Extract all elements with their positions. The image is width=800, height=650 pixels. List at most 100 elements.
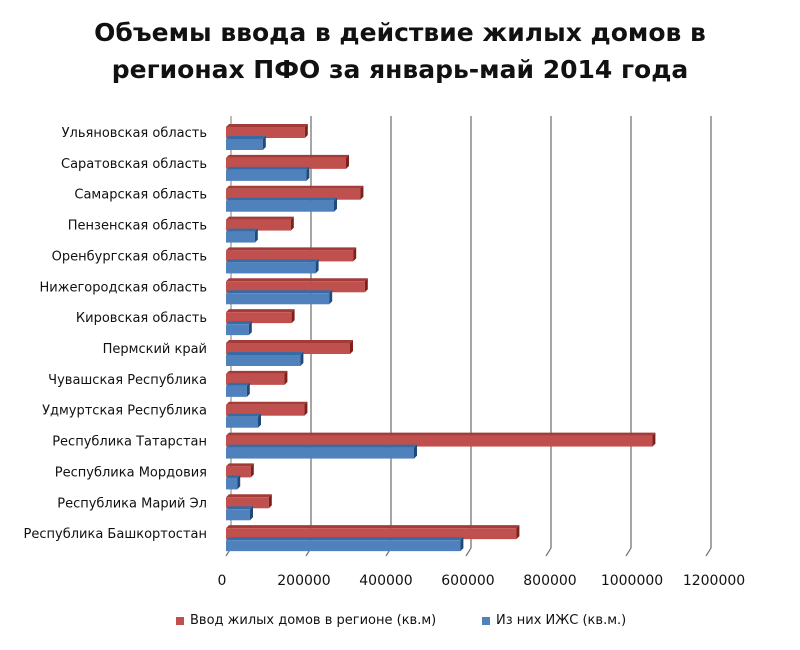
bar-top — [226, 247, 357, 251]
bar-side — [353, 247, 357, 262]
bar-side — [360, 185, 364, 200]
bar-total — [226, 435, 653, 447]
bar-side — [250, 463, 254, 478]
legend-item-izhs: Из них ИЖС (кв.м.) — [482, 613, 626, 628]
grid-floor-line — [625, 547, 632, 557]
bar-top — [226, 340, 353, 343]
bar-izhs — [226, 231, 255, 243]
category-label: Республика Башкортостан — [24, 527, 207, 542]
bar-top — [226, 216, 294, 220]
bar-total — [226, 343, 350, 354]
bar-top — [226, 506, 253, 510]
legend-swatch-red — [176, 616, 184, 625]
bar-side — [350, 340, 353, 354]
bar-top — [226, 290, 333, 294]
bar-side — [304, 401, 308, 416]
bar-top — [226, 154, 349, 158]
bar-side — [460, 537, 464, 552]
bar-total — [226, 188, 361, 200]
bar-side — [237, 475, 241, 490]
x-tick-label: 1200000 — [683, 573, 745, 589]
grid-floor-line — [705, 547, 712, 557]
x-tick-label: 800000 — [523, 573, 576, 589]
bar-izhs — [226, 324, 249, 336]
bar-izhs — [226, 169, 307, 181]
legend-label: Из них ИЖС (кв.м.) — [496, 613, 627, 628]
x-tick-label: 1000000 — [601, 573, 663, 589]
bar-izhs — [226, 478, 238, 490]
bar-side — [284, 370, 288, 385]
bar-total — [226, 404, 305, 416]
category-label: Республика Мордовия — [55, 465, 207, 480]
x-tick-label: 400000 — [359, 573, 412, 589]
bar-izhs — [226, 355, 301, 366]
category-label: Республика Марий Эл — [57, 496, 207, 511]
bar-top — [226, 228, 258, 232]
bar-total — [226, 281, 365, 293]
bar-izhs — [226, 540, 461, 552]
bar-top — [226, 124, 308, 127]
bar-izhs — [226, 200, 334, 212]
bar-top — [226, 537, 464, 541]
category-label: Кировская область — [76, 311, 207, 326]
bar-side — [258, 413, 261, 428]
category-label: Ульяновская область — [62, 126, 207, 141]
bar-izhs — [226, 385, 247, 397]
bar-side — [246, 382, 250, 397]
bar-side — [291, 309, 295, 324]
bar-side — [248, 321, 252, 336]
bar-izhs — [226, 416, 258, 428]
bar-top — [226, 444, 417, 448]
category-label: Пензенская область — [68, 219, 207, 234]
bar-side — [346, 154, 349, 169]
bar-izhs — [226, 262, 316, 274]
chart-title: Объемы ввода в действие жилых домов в ре… — [0, 14, 800, 88]
bar-top — [226, 525, 520, 529]
title-line-2: регионах ПФО за январь-май 2014 года — [111, 55, 689, 84]
bar-side — [329, 290, 333, 305]
bar-side — [262, 136, 266, 150]
bar-side — [268, 494, 272, 509]
title-line-1: Объемы ввода в действие жилых домов в — [94, 18, 706, 47]
bar-total — [226, 497, 269, 509]
category-label: Самарская область — [74, 188, 207, 203]
bar-side — [300, 352, 304, 366]
category-label: Чувашская Республика — [48, 373, 207, 388]
bar-total — [226, 373, 285, 385]
bar-top — [226, 259, 319, 263]
x-tick-label: 0 — [218, 573, 227, 589]
bar-top — [226, 463, 254, 467]
category-label: Оренбургская область — [52, 249, 207, 264]
bar-total — [226, 219, 291, 231]
bar-izhs — [226, 293, 330, 305]
bar-side — [306, 166, 310, 181]
bar-top — [226, 197, 337, 201]
category-label: Удмуртская Республика — [42, 404, 207, 419]
category-label: Пермский край — [103, 342, 207, 357]
bar-total — [226, 466, 251, 478]
bar-top — [226, 494, 272, 498]
bar-total — [226, 127, 305, 138]
grid-floor-line — [465, 547, 472, 557]
bar-top — [226, 278, 368, 282]
bar-top — [226, 136, 266, 139]
bar-top — [226, 432, 656, 436]
bar-top — [226, 475, 241, 479]
bar-side — [652, 432, 656, 447]
bar-side — [290, 216, 294, 231]
bar-total — [226, 250, 354, 262]
legend-item-total: Ввод жилых домов в регионе (кв.м) — [176, 613, 436, 628]
bar-top — [226, 309, 295, 313]
category-label: Республика Татарстан — [52, 435, 207, 450]
bar-side — [304, 124, 308, 138]
x-tick-label: 600000 — [441, 573, 494, 589]
bar-top — [226, 185, 364, 189]
bar-top — [226, 352, 304, 355]
bar-top — [226, 321, 252, 325]
bar-top — [226, 370, 288, 374]
bar-izhs — [226, 447, 414, 459]
bar-side — [516, 525, 520, 540]
bar-side — [364, 278, 368, 293]
